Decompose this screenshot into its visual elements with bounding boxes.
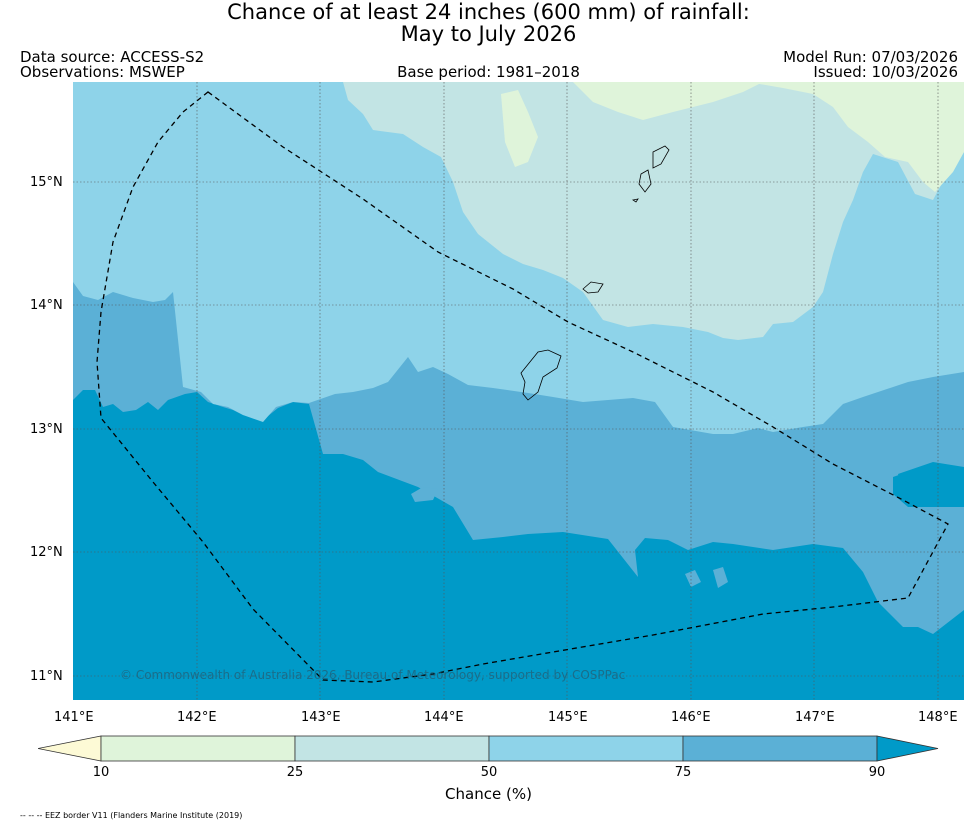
colorbar-tick: 10 — [92, 765, 110, 780]
eez-border — [96, 91, 949, 683]
lon-tick: 142°E — [177, 710, 217, 725]
island-rota — [582, 281, 604, 294]
region-10-25 — [501, 90, 538, 167]
island-aguijan — [631, 198, 639, 203]
copyright-notice: © Commonwealth of Australia 2026, Bureau… — [120, 668, 625, 682]
lat-tick: 11°N — [30, 669, 63, 684]
region-10-25 — [748, 82, 964, 192]
map-title-line1: Chance of at least 24 inches (600 mm) of… — [227, 0, 750, 24]
colorbar-tick: 50 — [480, 765, 498, 780]
colorbar-segment-10-25 — [100, 735, 296, 762]
rainfall-probability-map: © Commonwealth of Australia 2026, Bureau… — [73, 82, 964, 700]
colorbar-segment-25-50 — [294, 735, 490, 762]
lon-tick: 147°E — [795, 710, 835, 725]
lat-tick: 12°N — [30, 545, 63, 560]
colorbar-label: Chance (%) — [445, 785, 532, 803]
region-75-90-patch — [713, 567, 728, 588]
colorbar — [38, 735, 939, 762]
lon-tick: 148°E — [918, 710, 958, 725]
lon-tick: 145°E — [548, 710, 588, 725]
model-run: Model Run: 07/03/2026 — [783, 48, 958, 66]
observations: Observations: MSWEP — [20, 63, 185, 81]
region-75-90-patch — [411, 487, 438, 502]
island-tinian — [638, 169, 652, 193]
lat-tick: 15°N — [30, 175, 63, 190]
island-outlines — [520, 145, 670, 401]
colorbar-tick: 25 — [286, 765, 304, 780]
colorbar-segment-50-75 — [488, 735, 684, 762]
region-25-50 — [343, 82, 964, 340]
lat-tick: 13°N — [30, 422, 63, 437]
colorbar-tick: 75 — [674, 765, 692, 780]
region-10-25 — [573, 82, 763, 120]
eez-footnote: -- -- -- EEZ border V11 (Flanders Marine… — [20, 811, 243, 820]
colorbar-segment-75-90 — [682, 735, 878, 762]
lat-tick: 14°N — [30, 298, 63, 313]
lon-tick: 144°E — [424, 710, 464, 725]
lon-tick: 143°E — [301, 710, 341, 725]
colorbar-segment-below-10 — [38, 735, 102, 762]
island-guam — [520, 349, 562, 401]
region-50-75-patch — [823, 292, 858, 322]
issued-date: Issued: 10/03/2026 — [813, 63, 958, 81]
lon-tick: 146°E — [671, 710, 711, 725]
map-title-line2: May to July 2026 — [400, 22, 577, 46]
island-saipan — [652, 145, 670, 169]
base-period: Base period: 1981–2018 — [397, 63, 580, 81]
region-75-90-patch — [685, 570, 701, 587]
region-over-90-patch — [893, 470, 964, 507]
data-source: Data source: ACCESS-S2 — [20, 48, 205, 66]
gridlines — [73, 82, 964, 700]
colorbar-segment-over-90 — [876, 735, 939, 762]
lon-tick: 141°E — [54, 710, 94, 725]
colorbar-tick: 90 — [868, 765, 886, 780]
